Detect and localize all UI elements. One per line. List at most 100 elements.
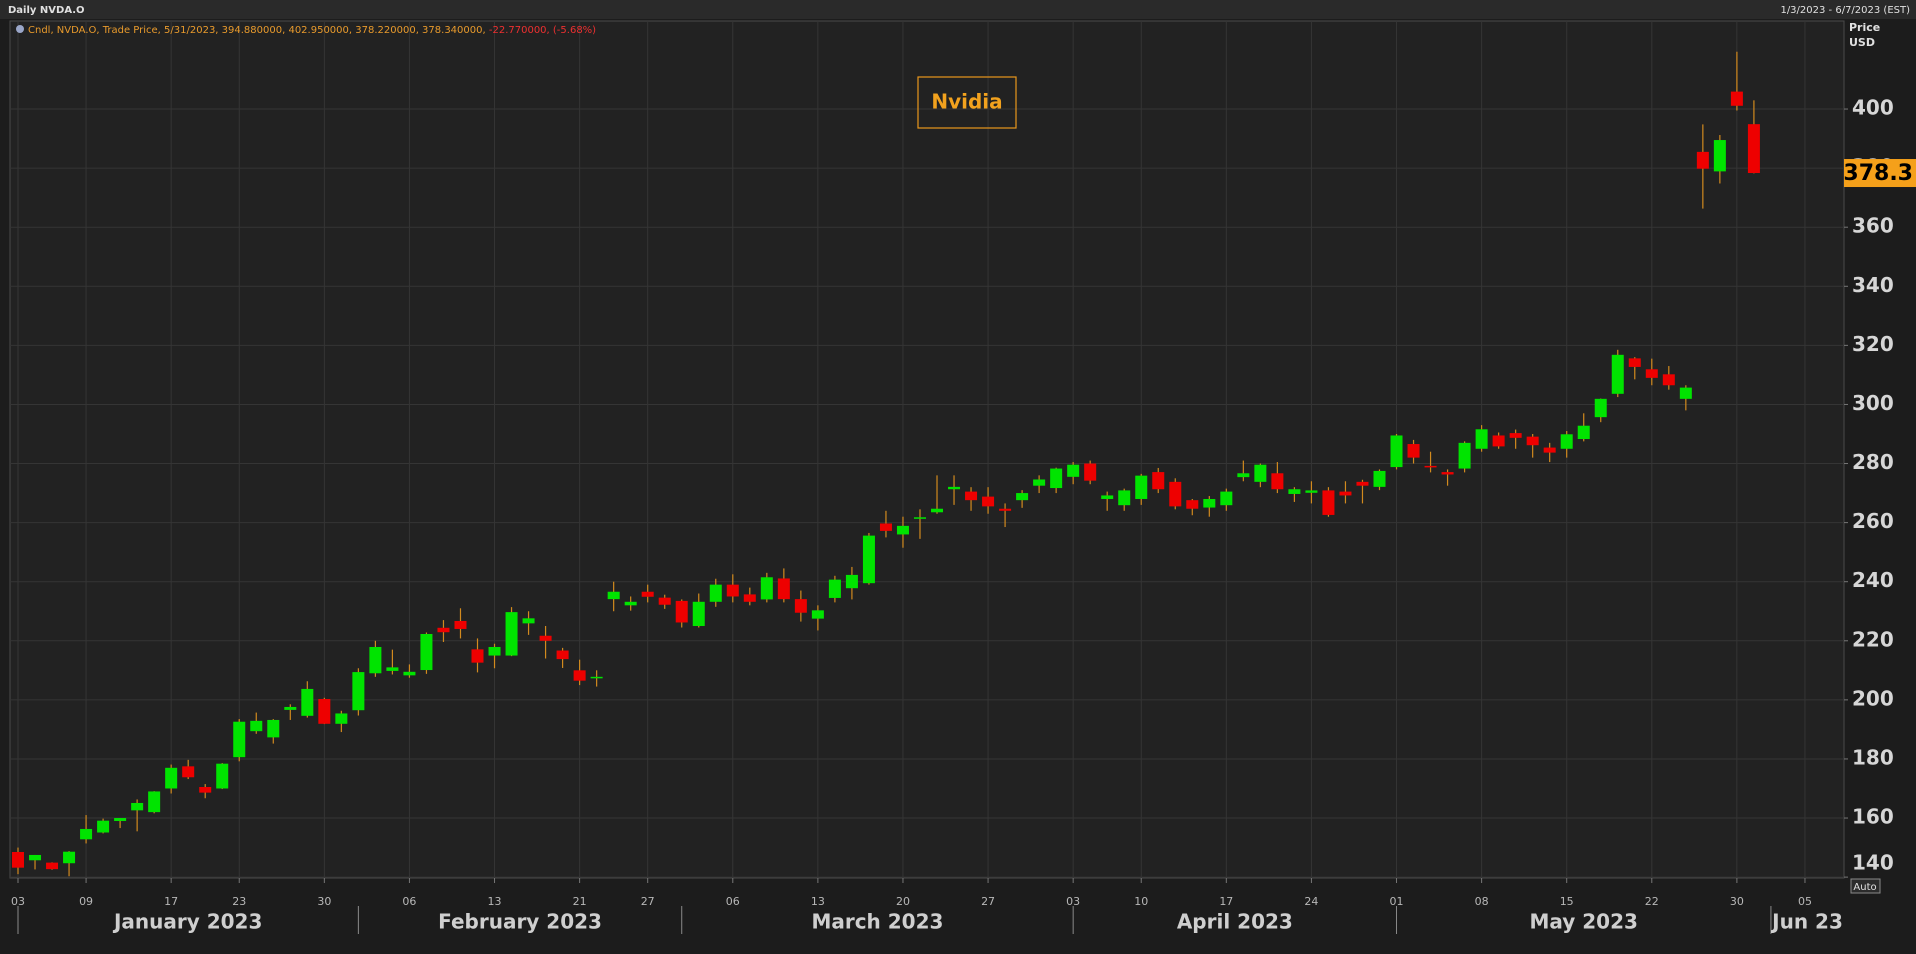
candle-body <box>216 763 229 789</box>
candle-body <box>1662 374 1675 386</box>
candle-body <box>1594 398 1607 418</box>
candle-body <box>1628 358 1641 367</box>
candle-body <box>1254 464 1267 482</box>
candle-body <box>590 676 603 679</box>
candle-body <box>437 627 450 633</box>
candle-body <box>1407 444 1420 458</box>
candle-body <box>1135 475 1148 499</box>
candle-body <box>182 766 195 778</box>
candle-body <box>1458 442 1471 469</box>
candle-body <box>1237 473 1250 478</box>
candle-body <box>1424 465 1437 468</box>
candle-body <box>743 594 756 602</box>
candle-body <box>965 491 978 501</box>
grid <box>10 21 1844 878</box>
candle-body <box>1220 491 1233 506</box>
x-tick-label: 03 <box>1066 895 1080 908</box>
month-label: March 2023 <box>811 910 943 934</box>
candle-body <box>488 646 501 656</box>
candle-body <box>948 486 961 490</box>
auto-button-label[interactable]: Auto <box>1853 882 1876 893</box>
candle-body <box>267 719 280 738</box>
candle-body <box>352 672 365 711</box>
candle-body <box>556 650 569 660</box>
annotation: Nvidia <box>931 90 1002 114</box>
y-tick-label: 220 <box>1852 627 1894 651</box>
candle-body <box>1339 491 1352 496</box>
date-range: 1/3/2023 - 6/7/2023 (EST) <box>1780 5 1910 16</box>
y-tick-label: 400 <box>1852 96 1894 120</box>
month-label: February 2023 <box>438 910 602 934</box>
y-tick-label: 240 <box>1852 568 1894 592</box>
candle-body <box>505 612 518 656</box>
candle-body <box>1492 435 1505 447</box>
x-tick-label: 17 <box>1219 895 1233 908</box>
candle-body <box>641 591 654 597</box>
month-label: Jun 23 <box>1770 910 1843 934</box>
x-tick-label: 09 <box>79 895 93 908</box>
auto-button[interactable] <box>1850 878 1881 894</box>
candle-body <box>1033 479 1046 486</box>
window-title: Daily NVDA.O <box>8 5 85 16</box>
x-tick-label: 10 <box>1134 895 1148 908</box>
annotation-box <box>917 76 1017 129</box>
candle-body <box>845 574 858 589</box>
x-tick-label: 05 <box>1798 895 1812 908</box>
candle-body <box>658 597 671 605</box>
candle-body <box>165 767 178 789</box>
candle-body <box>1084 463 1097 481</box>
candle-body <box>1101 495 1114 499</box>
x-tick-label: 06 <box>402 895 416 908</box>
legend: Cndl, NVDA.O, Trade Price, 5/31/2023, 39… <box>28 25 596 36</box>
candle-body <box>1288 489 1301 494</box>
candle-body <box>301 688 314 716</box>
y-tick-label: 260 <box>1852 509 1894 533</box>
candle-body <box>879 523 892 531</box>
candle-body <box>114 818 127 821</box>
candle-body <box>80 828 93 840</box>
x-tick-label: 23 <box>232 895 246 908</box>
candle-body <box>1560 434 1573 449</box>
x-tick-label: 27 <box>981 895 995 908</box>
candle-body <box>692 601 705 627</box>
month-label: May 2023 <box>1529 910 1637 934</box>
candle-body <box>1169 481 1182 507</box>
candle-body <box>1747 124 1760 174</box>
candle-body <box>1373 470 1386 487</box>
candle-body <box>1067 464 1080 477</box>
candle-body <box>369 646 382 674</box>
candle-body <box>233 721 246 758</box>
candle-body <box>131 802 144 811</box>
y-tick-label: 140 <box>1852 851 1894 875</box>
candle-body <box>982 496 995 507</box>
y-tick-label: 300 <box>1852 391 1894 415</box>
candle-body <box>284 706 297 710</box>
x-tick-label: 30 <box>1730 895 1744 908</box>
candle-body <box>1713 140 1726 172</box>
candle-body <box>250 720 263 732</box>
x-tick-label: 17 <box>164 895 178 908</box>
last-price-box <box>1844 159 1916 188</box>
x-tick-label: 13 <box>488 895 502 908</box>
legend-change: -22.770000, (-5.68%) <box>489 25 596 36</box>
x-tick-label: 20 <box>896 895 910 908</box>
x-tick-label: 21 <box>573 895 587 908</box>
y-axis-label: Price <box>1849 21 1880 34</box>
y-tick-label: 360 <box>1852 214 1894 238</box>
candle-body <box>522 618 535 624</box>
candle-body <box>1016 493 1029 501</box>
candles <box>12 51 1760 877</box>
candle-body <box>1441 472 1454 475</box>
candle-body <box>1390 435 1403 468</box>
candle-body <box>777 578 790 600</box>
candle-body <box>97 820 110 833</box>
x-tick-label: 03 <box>11 895 25 908</box>
candle-body <box>1322 490 1335 515</box>
candle-body <box>931 508 944 513</box>
candle-body <box>573 670 586 681</box>
candle-body <box>1696 151 1709 169</box>
candle-body <box>1271 473 1284 490</box>
header-bar <box>0 0 1916 19</box>
candle-body <box>420 633 433 671</box>
